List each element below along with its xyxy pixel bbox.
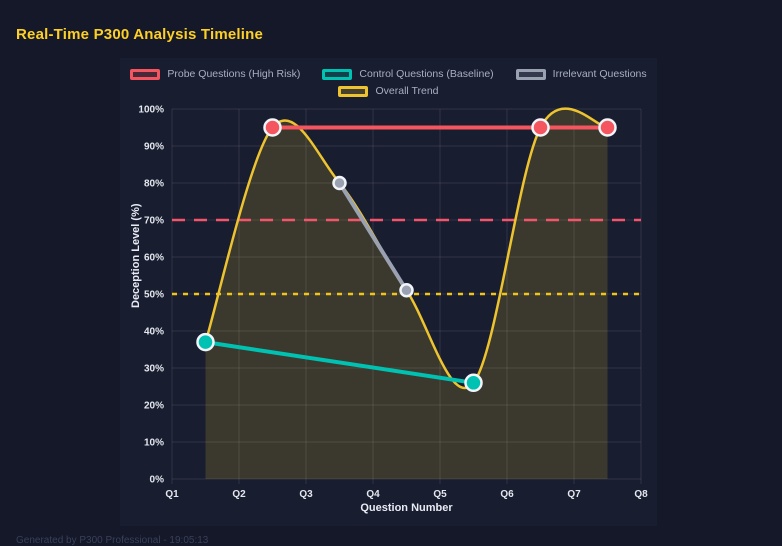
x-tick-label: Q3: [299, 489, 313, 500]
legend-item-probe[interactable]: Probe Questions (High Risk): [130, 68, 300, 80]
y-tick-label: 80%: [144, 179, 164, 190]
series-line: [337, 181, 409, 293]
y-tick-label: 100%: [138, 105, 164, 116]
y-tick-label: 20%: [144, 401, 164, 412]
data-point[interactable]: [332, 175, 347, 191]
legend-row-2: Overall Trend: [338, 85, 439, 97]
page-title: Real-Time P300 Analysis Timeline: [16, 26, 264, 43]
data-point[interactable]: [531, 118, 550, 137]
legend-label-probe: Probe Questions (High Risk): [167, 68, 301, 80]
x-tick-label: Q1: [165, 489, 179, 500]
data-point[interactable]: [196, 332, 215, 352]
x-tick-label: Q7: [567, 489, 581, 500]
data-point[interactable]: [399, 283, 414, 298]
x-tick-label: Q5: [433, 489, 447, 500]
legend-label-trend: Overall Trend: [375, 85, 439, 97]
data-point[interactable]: [598, 118, 617, 137]
legend-item-irrelevant[interactable]: Irrelevant Questions: [515, 68, 647, 80]
legend-swatch-probe-icon: [130, 68, 161, 80]
legend-item-control[interactable]: Control Questions (Baseline): [322, 68, 494, 80]
x-axis-title: Question Number: [360, 502, 453, 514]
legend-label-irrelevant: Irrelevant Questions: [552, 68, 647, 80]
x-tick-label: Q4: [366, 489, 380, 500]
legend-swatch-trend-icon: [338, 85, 369, 97]
y-tick-label: 0%: [150, 475, 165, 486]
chart-panel: Probe Questions (High Risk) Control Ques…: [120, 58, 657, 526]
y-tick-label: 60%: [144, 253, 164, 264]
y-tick-label: 70%: [144, 216, 164, 227]
chart-legend: Probe Questions (High Risk) Control Ques…: [120, 68, 657, 97]
chart-plot: 0% 10% 20% 30% 40% 50% 60% 70% 80% 90% 100% Q1 Q2 Q3 Q…: [138, 105, 648, 501]
y-axis-title: Deception Level (%): [130, 203, 142, 308]
y-tick-label: 50%: [144, 290, 164, 301]
series-line: [203, 340, 476, 385]
y-tick-label: 30%: [144, 364, 164, 375]
x-tick-label: Q8: [634, 489, 648, 500]
legend-label-control: Control Questions (Baseline): [359, 68, 494, 80]
data-point[interactable]: [263, 118, 282, 137]
legend-swatch-control-icon: [322, 68, 353, 80]
y-tick-label: 10%: [144, 438, 164, 449]
legend-swatch-irrelevant-icon: [515, 68, 546, 80]
x-tick-label: Q2: [232, 489, 246, 500]
footer-note: Generated by P300 Professional - 19:05:1…: [16, 535, 209, 546]
x-tick-label: Q6: [500, 489, 514, 500]
data-point[interactable]: [464, 373, 483, 393]
y-tick-label: 90%: [144, 142, 164, 153]
y-tick-label: 40%: [144, 327, 164, 338]
legend-row-1: Probe Questions (High Risk) Control Ques…: [130, 68, 647, 80]
legend-item-trend[interactable]: Overall Trend: [338, 85, 439, 97]
